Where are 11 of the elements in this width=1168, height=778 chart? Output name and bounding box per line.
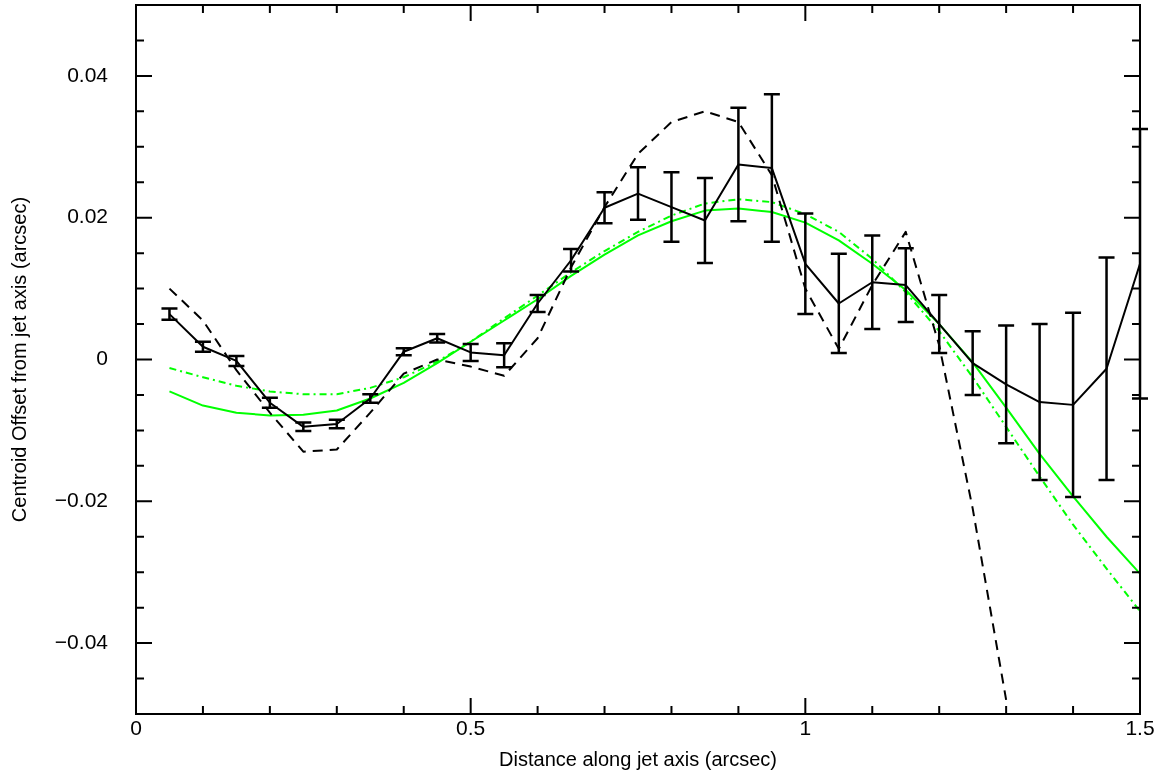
x-tick-label: 0.5 xyxy=(456,716,486,740)
y-tick-label: −0.04 xyxy=(54,629,109,653)
x-tick-label: 0 xyxy=(130,716,142,740)
x-axis-title: Distance along jet axis (arcsec) xyxy=(499,747,777,770)
x-tick-label: 1 xyxy=(799,716,812,740)
y-axis-title: Centroid Offset from jet axis (arcsec) xyxy=(7,196,30,523)
y-tick-label: 0.04 xyxy=(67,62,109,86)
y-tick-label: −0.02 xyxy=(54,488,108,512)
x-tick-label: 1.5 xyxy=(1125,716,1155,740)
y-tick-label: 0.02 xyxy=(67,204,108,228)
y-tick-label: 0 xyxy=(96,346,108,370)
